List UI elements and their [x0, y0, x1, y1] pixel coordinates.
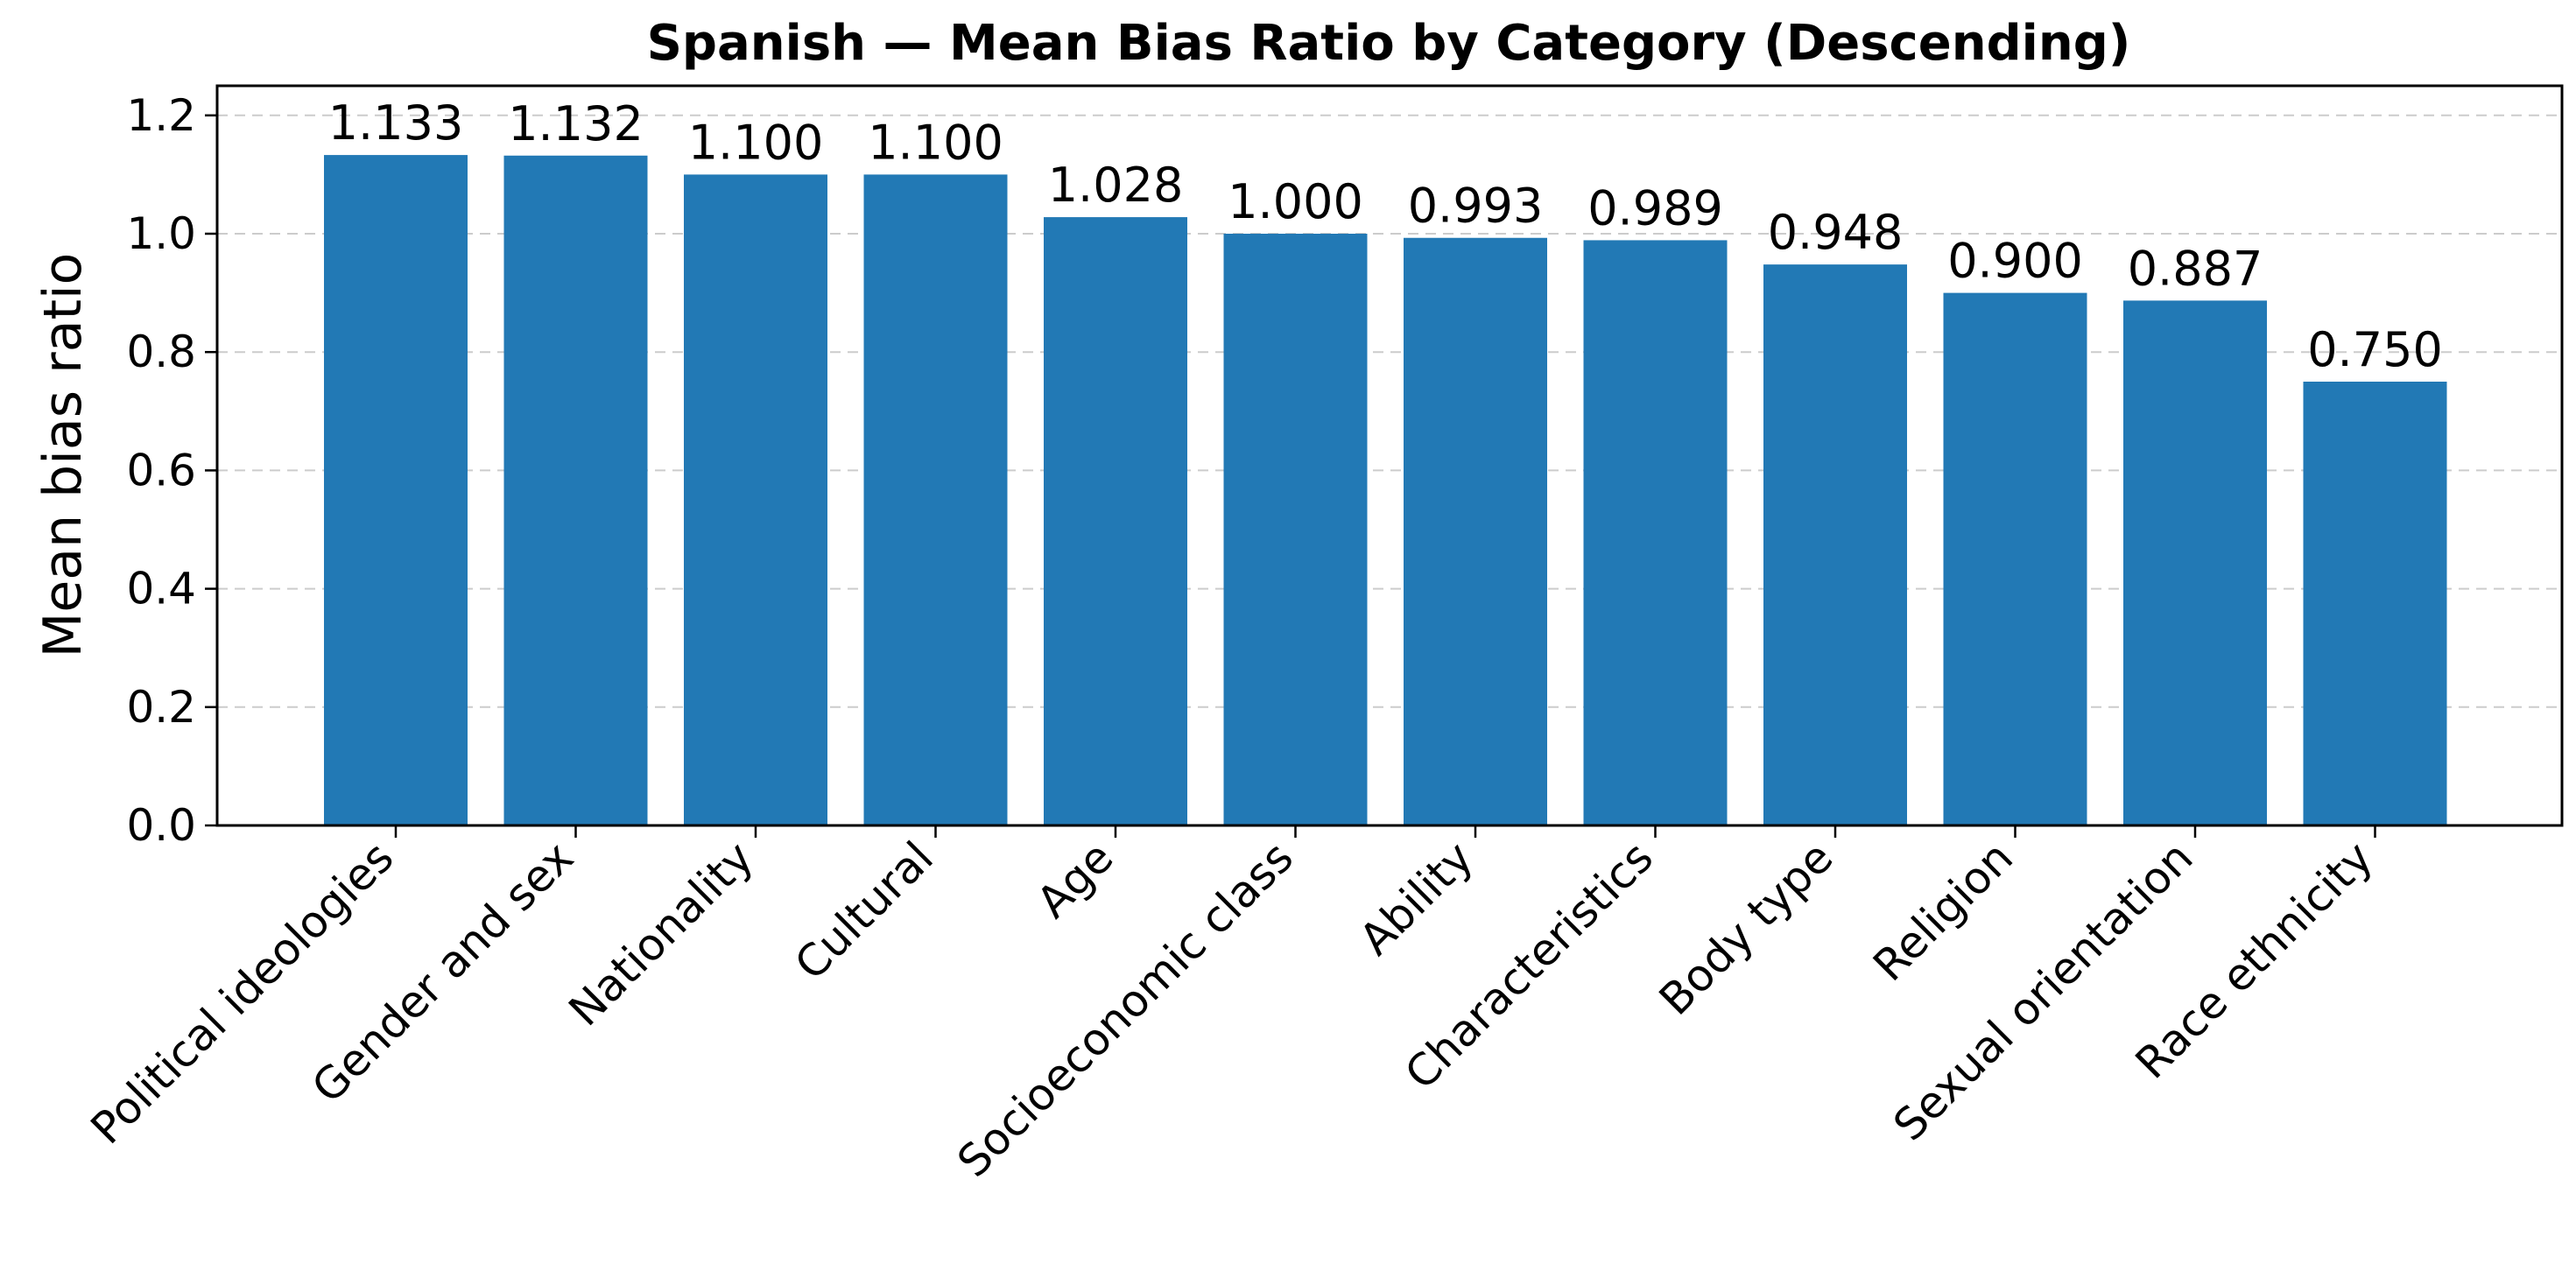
- data-label: 0.989: [1587, 180, 1723, 235]
- bar: [503, 155, 648, 825]
- data-label: 0.887: [2128, 241, 2263, 296]
- y-tick-label: 0.4: [126, 564, 196, 614]
- x-tick-label: Religion: [1863, 832, 2023, 991]
- plot-frame: [215, 84, 2564, 827]
- data-labels: 1.133 1.132 1.100 1.100 1.028 1.000 0.993 0.989…: [328, 95, 2443, 377]
- y-axis-label: Mean bias ratio: [32, 253, 94, 658]
- x-tick-label: Ability: [1350, 832, 1483, 965]
- bars: [324, 155, 2447, 826]
- data-label: 1.100: [868, 115, 1003, 170]
- bar: [1943, 292, 2087, 826]
- bar: [324, 155, 468, 826]
- data-label: 0.900: [1947, 234, 2083, 289]
- bar: [2123, 300, 2267, 825]
- x-tick-label: Cultural: [785, 832, 943, 989]
- bar: [684, 174, 827, 825]
- data-label: 1.100: [688, 115, 824, 170]
- bar: [2303, 382, 2447, 825]
- y-tick-label: 0.6: [126, 445, 196, 495]
- y-tick-label: 0.2: [126, 682, 196, 733]
- data-label: 0.993: [1408, 179, 1544, 234]
- y-tick-label: 1.0: [126, 208, 196, 259]
- y-tick-label: 0.8: [126, 327, 196, 377]
- data-label: 1.132: [508, 96, 644, 151]
- y-tick-label: 1.2: [126, 90, 196, 141]
- chart-title: Spanish — Mean Bias Ratio by Category (D…: [647, 15, 2131, 72]
- x-tick-label: Nationality: [560, 832, 764, 1036]
- data-label: 1.000: [1228, 174, 1363, 229]
- data-label: 0.948: [1768, 205, 1904, 260]
- bar: [863, 174, 1008, 825]
- x-tick-label: Age: [1027, 832, 1123, 927]
- y-axis: 0.0 0.2 0.4 0.6 0.8 1.0 1.2: [126, 90, 217, 851]
- y-tick-label: 0.0: [126, 800, 196, 851]
- bar: [1223, 234, 1368, 825]
- data-label: 0.750: [2307, 322, 2443, 377]
- bar: [1044, 217, 1187, 825]
- data-label: 1.133: [328, 95, 464, 151]
- bar: [1583, 240, 1728, 825]
- x-tick-label: Political ideologies: [81, 832, 404, 1154]
- bar: [1404, 237, 1547, 825]
- x-tick-label: Sexual orientation: [1883, 832, 2202, 1150]
- bar: [1763, 264, 1907, 826]
- data-label: 1.028: [1048, 158, 1184, 213]
- x-tick-label: Body type: [1650, 832, 1842, 1024]
- x-tick-label: Socioeconomic class: [947, 832, 1303, 1187]
